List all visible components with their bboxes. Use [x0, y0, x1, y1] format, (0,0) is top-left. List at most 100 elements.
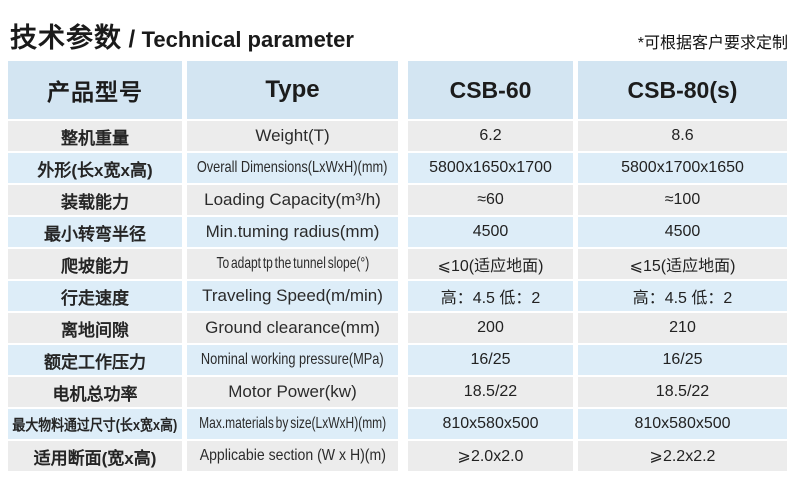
cell-value-csb80s: 18.5/22 [578, 377, 787, 407]
table-row-min-turning-radius: 最小转弯半径 Min.tuming radius(mm) 4500 4500 [8, 217, 788, 247]
cell-cn-label: 装载能力 [8, 185, 182, 215]
value-csb60: 6.2 [479, 127, 502, 144]
cell-value-csb80s: 16/25 [578, 345, 787, 375]
value-csb60: 200 [477, 319, 504, 336]
header-csb-80s-label: CSB-80(s) [627, 76, 738, 103]
value-csb60: ⩾2.0x2.0 [457, 448, 524, 465]
header-product-model-label: 产品型号 [47, 79, 143, 105]
cell-value-csb60: 810x580x500 [408, 409, 573, 439]
cell-value-csb60: ⩾2.0x2.0 [408, 441, 573, 471]
page-title-cn: 技术参数 [10, 23, 122, 53]
header-type-label: Type [265, 76, 320, 103]
customization-note: *可根据客户要求定制 [637, 35, 788, 52]
cell-value-csb60: 6.2 [408, 121, 573, 151]
value-csb80s: 5800x1700x1650 [621, 159, 744, 176]
table-row-applicable-section: 适用断面(宽x高) Applicabie section (W x H)(m) … [8, 441, 788, 471]
cell-cn-label: 行走速度 [8, 281, 182, 311]
row-label-cn: 适用断面(宽x高) [33, 448, 157, 468]
cell-cn-label: 外形(长x宽x高) [8, 153, 182, 183]
table-row-motor-power: 电机总功率 Motor Power(kw) 18.5/22 18.5/22 [8, 377, 788, 407]
cell-en-label: Min.tuming radius(mm) [187, 217, 398, 247]
value-csb60: 16/25 [470, 351, 511, 368]
row-label-en: Ground clearance(mm) [205, 318, 380, 337]
cell-en-label: To adapt tp the tunnel slope(°) [187, 249, 398, 279]
header-cell-csb-60: CSB-60 [408, 61, 573, 119]
cell-value-csb60: 18.5/22 [408, 377, 573, 407]
cell-cn-label: 最小转弯半径 [8, 217, 182, 247]
table-row-overall-dimensions: 外形(长x宽x高) Overall Dimensions(LxWxH)(mm) … [8, 153, 788, 183]
row-label-cn: 最大物料通过尺寸(长x宽x高) [12, 416, 178, 434]
table-row-ground-clearance: 离地间隙 Ground clearance(mm) 200 210 [8, 313, 788, 343]
header-csb-60-label: CSB-60 [449, 76, 532, 103]
cell-value-csb60: ⩽10(适应地面) [408, 249, 573, 279]
cell-en-label: Nominal working pressure(MPa) [187, 345, 398, 375]
page-title-en: Technical parameter [141, 27, 354, 52]
value-csb80s: 210 [669, 319, 696, 336]
cell-value-csb80s: 高：4.5 低：2 [578, 281, 787, 311]
row-label-cn: 整机重量 [61, 128, 129, 148]
cell-en-label: Applicabie section (W x H)(m) [187, 441, 398, 471]
table-header-row: 产品型号 Type CSB-60 CSB-80(s) [8, 61, 788, 119]
value-csb80s: 18.5/22 [655, 383, 710, 400]
table-row-weight: 整机重量 Weight(T) 6.2 8.6 [8, 121, 788, 151]
cell-cn-label: 电机总功率 [8, 377, 182, 407]
value-csb80s: 8.6 [671, 127, 694, 144]
cell-cn-label: 整机重量 [8, 121, 182, 151]
header-cell-type: Type [187, 61, 398, 119]
table-row-tunnel-slope: 爬坡能力 To adapt tp the tunnel slope(°) ⩽10… [8, 249, 788, 279]
cell-en-label: Traveling Speed(m/min) [187, 281, 398, 311]
cell-value-csb80s: ⩾2.2x2.2 [578, 441, 787, 471]
cell-value-csb80s: 810x580x500 [578, 409, 787, 439]
cell-value-csb60: ≈60 [408, 185, 573, 215]
header-cell-csb-80s: CSB-80(s) [578, 61, 787, 119]
row-label-en: Min.tuming radius(mm) [205, 222, 380, 241]
header-cell-product-model: 产品型号 [8, 61, 182, 119]
row-label-cn: 外形(长x宽x高) [37, 160, 153, 180]
value-csb80s: 810x580x500 [634, 415, 731, 432]
value-csb60: 4500 [472, 223, 509, 240]
value-csb80s: 4500 [664, 223, 701, 240]
row-label-en: Applicabie section (W x H)(m) [199, 447, 386, 464]
cell-cn-label: 爬坡能力 [8, 249, 182, 279]
page-title-separator: / [128, 26, 136, 53]
row-label-en: Traveling Speed(m/min) [202, 286, 383, 305]
table-row-traveling-speed: 行走速度 Traveling Speed(m/min) 高：4.5 低：2 高：… [8, 281, 788, 311]
row-label-cn: 行走速度 [61, 288, 129, 308]
value-csb80s: 高：4.5 低：2 [632, 290, 733, 307]
row-label-en: Motor Power(kw) [228, 382, 357, 401]
value-csb80s: 16/25 [662, 351, 703, 368]
cell-value-csb80s: 4500 [578, 217, 787, 247]
page-title: 技术参数 / Technical parameter [10, 16, 354, 55]
value-csb60: 高：4.5 低：2 [440, 290, 541, 307]
cell-en-label: Ground clearance(mm) [187, 313, 398, 343]
row-label-cn: 装载能力 [61, 192, 129, 212]
cell-value-csb80s: 210 [578, 313, 787, 343]
value-csb60: ⩽10(适应地面) [437, 258, 544, 275]
row-label-cn: 最小转弯半径 [44, 224, 146, 244]
value-csb60: 5800x1650x1700 [429, 159, 552, 176]
cell-value-csb80s: 8.6 [578, 121, 787, 151]
row-label-cn: 爬坡能力 [61, 256, 129, 276]
row-label-cn: 额定工作压力 [44, 352, 146, 372]
cell-en-label: Overall Dimensions(LxWxH)(mm) [187, 153, 398, 183]
cell-cn-label: 离地间隙 [8, 313, 182, 343]
cell-value-csb60: 200 [408, 313, 573, 343]
row-label-en: Max.materials by size(LxWxH)(mm) [198, 415, 387, 432]
value-csb60: 810x580x500 [442, 415, 539, 432]
cell-en-label: Weight(T) [187, 121, 398, 151]
value-csb60: ≈60 [477, 191, 504, 208]
cell-cn-label: 最大物料通过尺寸(长x宽x高) [8, 409, 182, 439]
cell-value-csb80s: 5800x1700x1650 [578, 153, 787, 183]
value-csb80s: ⩽15(适应地面) [629, 258, 736, 275]
table-row-loading-capacity: 装载能力 Loading Capacity(m³/h) ≈60 ≈100 [8, 185, 788, 215]
spec-table: 产品型号 Type CSB-60 CSB-80(s) 整机重量 Weight(T… [8, 61, 788, 471]
value-csb60: 18.5/22 [463, 383, 518, 400]
row-label-cn: 离地间隙 [61, 320, 129, 340]
cell-en-label: Max.materials by size(LxWxH)(mm) [187, 409, 398, 439]
title-bar: 技术参数 / Technical parameter *可根据客户要求定制 [0, 0, 800, 61]
cell-value-csb60: 4500 [408, 217, 573, 247]
row-label-en: Nominal working pressure(MPa) [201, 351, 384, 368]
value-csb80s: ⩾2.2x2.2 [649, 448, 716, 465]
row-label-en: Weight(T) [255, 126, 330, 145]
